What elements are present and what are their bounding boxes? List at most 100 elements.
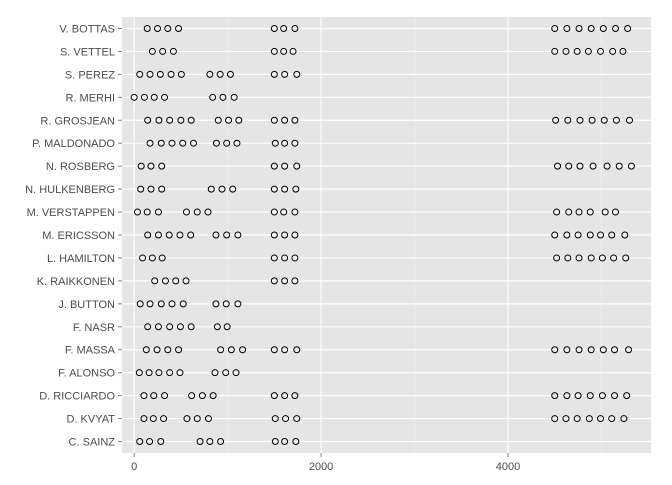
data-point [136,70,144,78]
data-point [565,162,573,170]
data-point [147,185,155,193]
data-point [207,185,215,193]
data-point [149,415,157,423]
data-point [291,392,299,400]
data-point [597,231,605,239]
data-point [189,139,197,147]
data-point [144,323,152,331]
data-point [214,116,222,124]
data-point [293,162,301,170]
data-point [209,93,217,101]
y-tick-label: D. KVYAT [67,414,116,426]
data-point [608,415,616,423]
data-point [136,300,144,308]
data-point [223,231,231,239]
data-point [623,392,631,400]
data-point [232,369,240,377]
data-point [137,185,145,193]
data-point [619,47,627,55]
data-point [176,323,184,331]
data-point [146,300,154,308]
data-point [576,162,584,170]
data-point [179,300,187,308]
data-point [187,231,195,239]
data-point [597,415,605,423]
data-point [600,116,608,124]
data-point [281,438,289,446]
y-tick-label: D. RICCIARDO [39,391,115,403]
data-point [575,346,583,354]
data-point [291,116,299,124]
data-point [156,70,164,78]
data-point [157,300,165,308]
data-point [161,277,169,285]
data-point [293,70,301,78]
data-point [626,116,634,124]
data-point [193,208,201,216]
data-point [575,208,583,216]
x-axis-ticks [133,453,509,457]
data-point [597,47,605,55]
data-point [270,70,278,78]
data-point [565,208,573,216]
data-point [574,231,582,239]
data-point [157,139,165,147]
y-tick-label: S. PEREZ [65,69,115,81]
y-tick-label: J. BUTTON [58,299,115,311]
data-point [608,231,616,239]
data-point [281,346,289,354]
data-point [281,185,289,193]
data-point [554,162,562,170]
data-point [177,116,185,124]
data-point [153,346,161,354]
data-point [611,392,619,400]
data-point [239,346,247,354]
data-point [587,254,595,262]
data-point [206,438,214,446]
data-point [280,208,288,216]
data-point [551,24,559,32]
data-point [183,415,191,423]
data-point [620,415,628,423]
data-point [233,139,241,147]
data-point [217,346,225,354]
data-point [601,208,609,216]
data-points [130,24,635,446]
data-point [182,208,190,216]
data-point [563,24,571,32]
y-tick-label: K. RAIKKONEN [37,276,115,288]
data-point [291,24,299,32]
data-point [271,438,279,446]
y-tick-label: R. MERHI [66,92,116,104]
data-point [154,231,162,239]
y-axis-labels: V. BOTTAS S. VETTEL S. PEREZ R. MERHI R. GRO… [25,23,116,448]
data-point [204,208,212,216]
data-point [140,392,148,400]
data-point [212,139,220,147]
data-point [144,231,152,239]
data-point [587,24,595,32]
data-point [589,162,597,170]
data-point [158,185,166,193]
data-point [609,47,617,55]
data-point [161,392,169,400]
data-point [169,47,177,55]
data-point [209,392,217,400]
data-point [281,162,289,170]
data-point [611,346,619,354]
y-tick-label: N. ROSBERG [46,161,115,173]
data-point [154,208,162,216]
data-point [563,392,571,400]
data-point [281,139,289,147]
data-point [139,254,147,262]
data-point [165,231,173,239]
y-tick-label: C. SAINZ [69,437,116,449]
data-point [573,415,581,423]
x-tick-label: 0 [131,461,137,473]
data-point [175,346,183,354]
data-point [154,323,162,331]
data-point [281,254,289,262]
data-point [293,346,301,354]
data-point [212,231,220,239]
data-point [573,47,581,55]
